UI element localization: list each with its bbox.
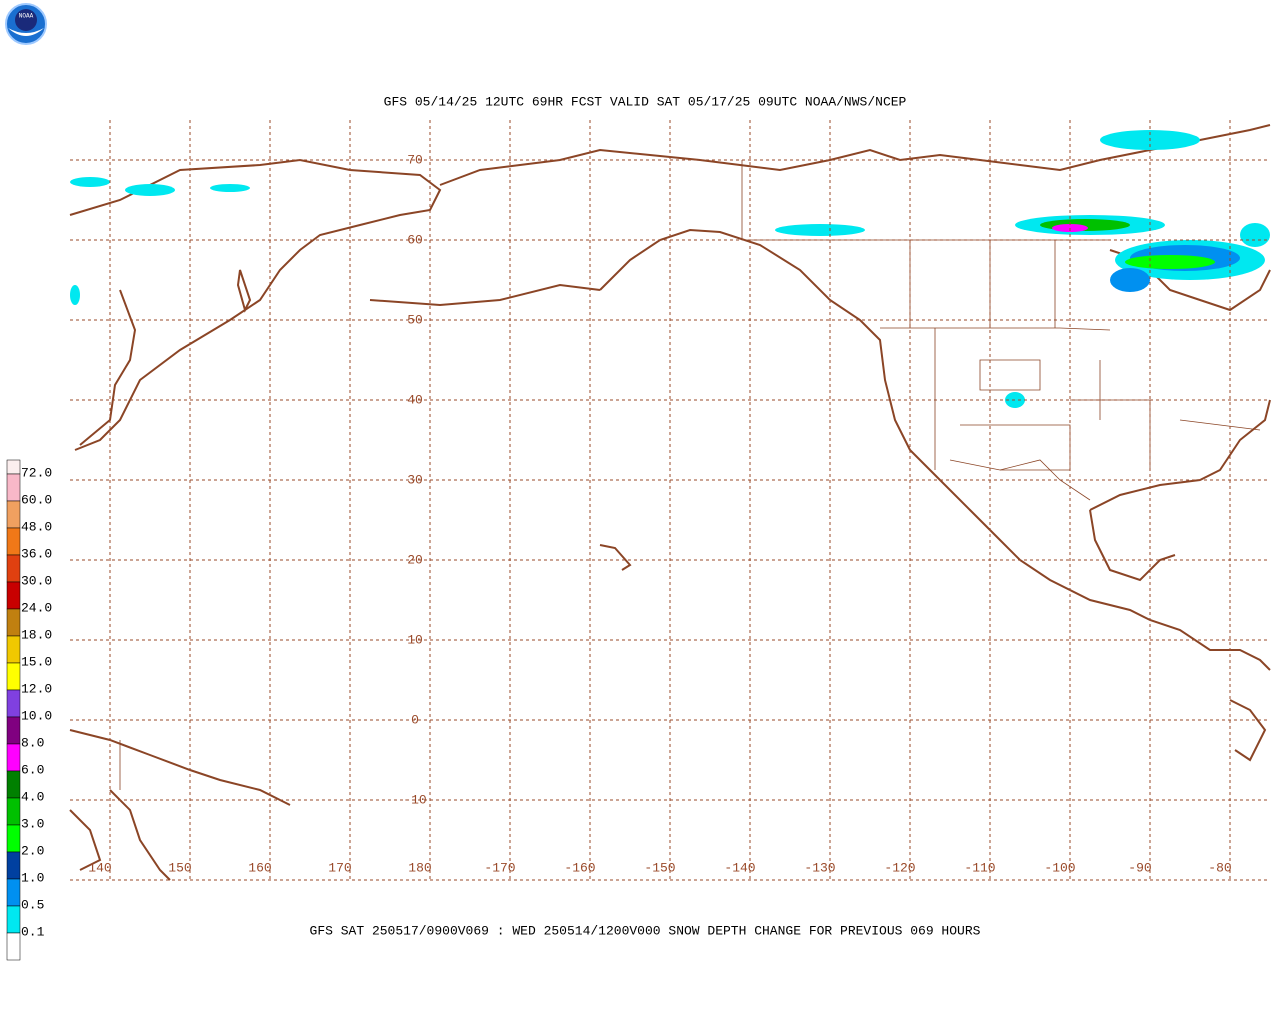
- longitude-label: -160: [564, 860, 595, 875]
- longitude-label: 150: [168, 860, 191, 875]
- map-title: GFS 05/14/25 12UTC 69HR FCST VALID SAT 0…: [384, 94, 907, 109]
- legend-label: 30.0: [21, 573, 52, 588]
- legend-label: 18.0: [21, 627, 52, 642]
- legend-swatch: [6, 797, 21, 826]
- legend-label: 4.0: [21, 789, 44, 804]
- legend-swatch: [6, 662, 21, 691]
- legend-label: 15.0: [21, 654, 52, 669]
- latitude-label: 20: [407, 552, 423, 567]
- longitude-label: 140: [88, 860, 111, 875]
- longitude-label: -170: [484, 860, 515, 875]
- legend-swatch: [6, 878, 21, 907]
- longitude-label: -150: [644, 860, 675, 875]
- legend-swatch: [6, 554, 21, 583]
- legend-swatch: [6, 824, 21, 853]
- latitude-label: 0: [411, 712, 419, 727]
- legend-label: 36.0: [21, 546, 52, 561]
- longitude-label: -100: [1044, 860, 1075, 875]
- snow-depth-areas: [70, 130, 1270, 408]
- legend-swatch: [6, 608, 21, 637]
- legend-swatch: [6, 473, 21, 502]
- legend-label: 48.0: [21, 519, 52, 534]
- legend-swatch: [6, 743, 21, 772]
- political-borders: [119, 160, 1261, 790]
- legend-label: 60.0: [21, 492, 52, 507]
- legend-label: 1.0: [21, 870, 44, 885]
- logo-text: NOAA: [19, 13, 34, 20]
- legend-label: 72.0: [21, 465, 52, 480]
- legend-label: 6.0: [21, 762, 44, 777]
- legend-label: 8.0: [21, 735, 44, 750]
- longitude-label: -90: [1128, 860, 1151, 875]
- longitude-label: 160: [248, 860, 271, 875]
- legend-swatch: [6, 932, 21, 961]
- longitude-label: -110: [964, 860, 995, 875]
- legend-label: 2.0: [21, 843, 44, 858]
- longitude-label: -130: [804, 860, 835, 875]
- longitude-label: -120: [884, 860, 915, 875]
- legend-label: 0.5: [21, 897, 44, 912]
- legend-swatch: [6, 905, 21, 934]
- latitude-label: 60: [407, 232, 423, 247]
- legend-swatch: [6, 527, 21, 556]
- legend-swatch: [6, 581, 21, 610]
- map-caption: GFS SAT 250517/0900V069 : WED 250514/120…: [310, 923, 981, 938]
- legend-swatch: [6, 770, 21, 799]
- legend-label: 0.1: [21, 924, 45, 939]
- legend-swatch: [6, 635, 21, 664]
- longitude-label: -140: [724, 860, 755, 875]
- map-grid: 70 60 50 40 30 20 10 0 -10 140 150 160 170 180 -170 -16…: [70, 120, 1270, 881]
- latitude-label: 10: [407, 632, 423, 647]
- longitude-label: -80: [1208, 860, 1231, 875]
- latitude-label: 40: [407, 392, 423, 407]
- latitude-label: 70: [407, 152, 423, 167]
- legend-label: 12.0: [21, 681, 52, 696]
- coastlines: [69, 124, 1271, 881]
- legend-label: 3.0: [21, 816, 44, 831]
- longitude-label: 170: [328, 860, 351, 875]
- latitude-label: 30: [407, 472, 423, 487]
- legend-swatch: [6, 716, 21, 745]
- legend-swatch: [6, 500, 21, 529]
- color-legend: 72.0 60.0 48.0 36.0 30.0 24.0 18.0 15.0 12.0 10.0…: [6, 459, 52, 961]
- legend-swatch: [6, 689, 21, 718]
- legend-label: 24.0: [21, 600, 52, 615]
- longitude-label: 180: [408, 860, 431, 875]
- latitude-label: -10: [403, 792, 426, 807]
- latitude-label: 50: [407, 312, 423, 327]
- legend-swatch: [6, 459, 21, 475]
- legend-label: 10.0: [21, 708, 52, 723]
- noaa-logo: NOAA: [5, 3, 47, 45]
- legend-swatch: [6, 851, 21, 880]
